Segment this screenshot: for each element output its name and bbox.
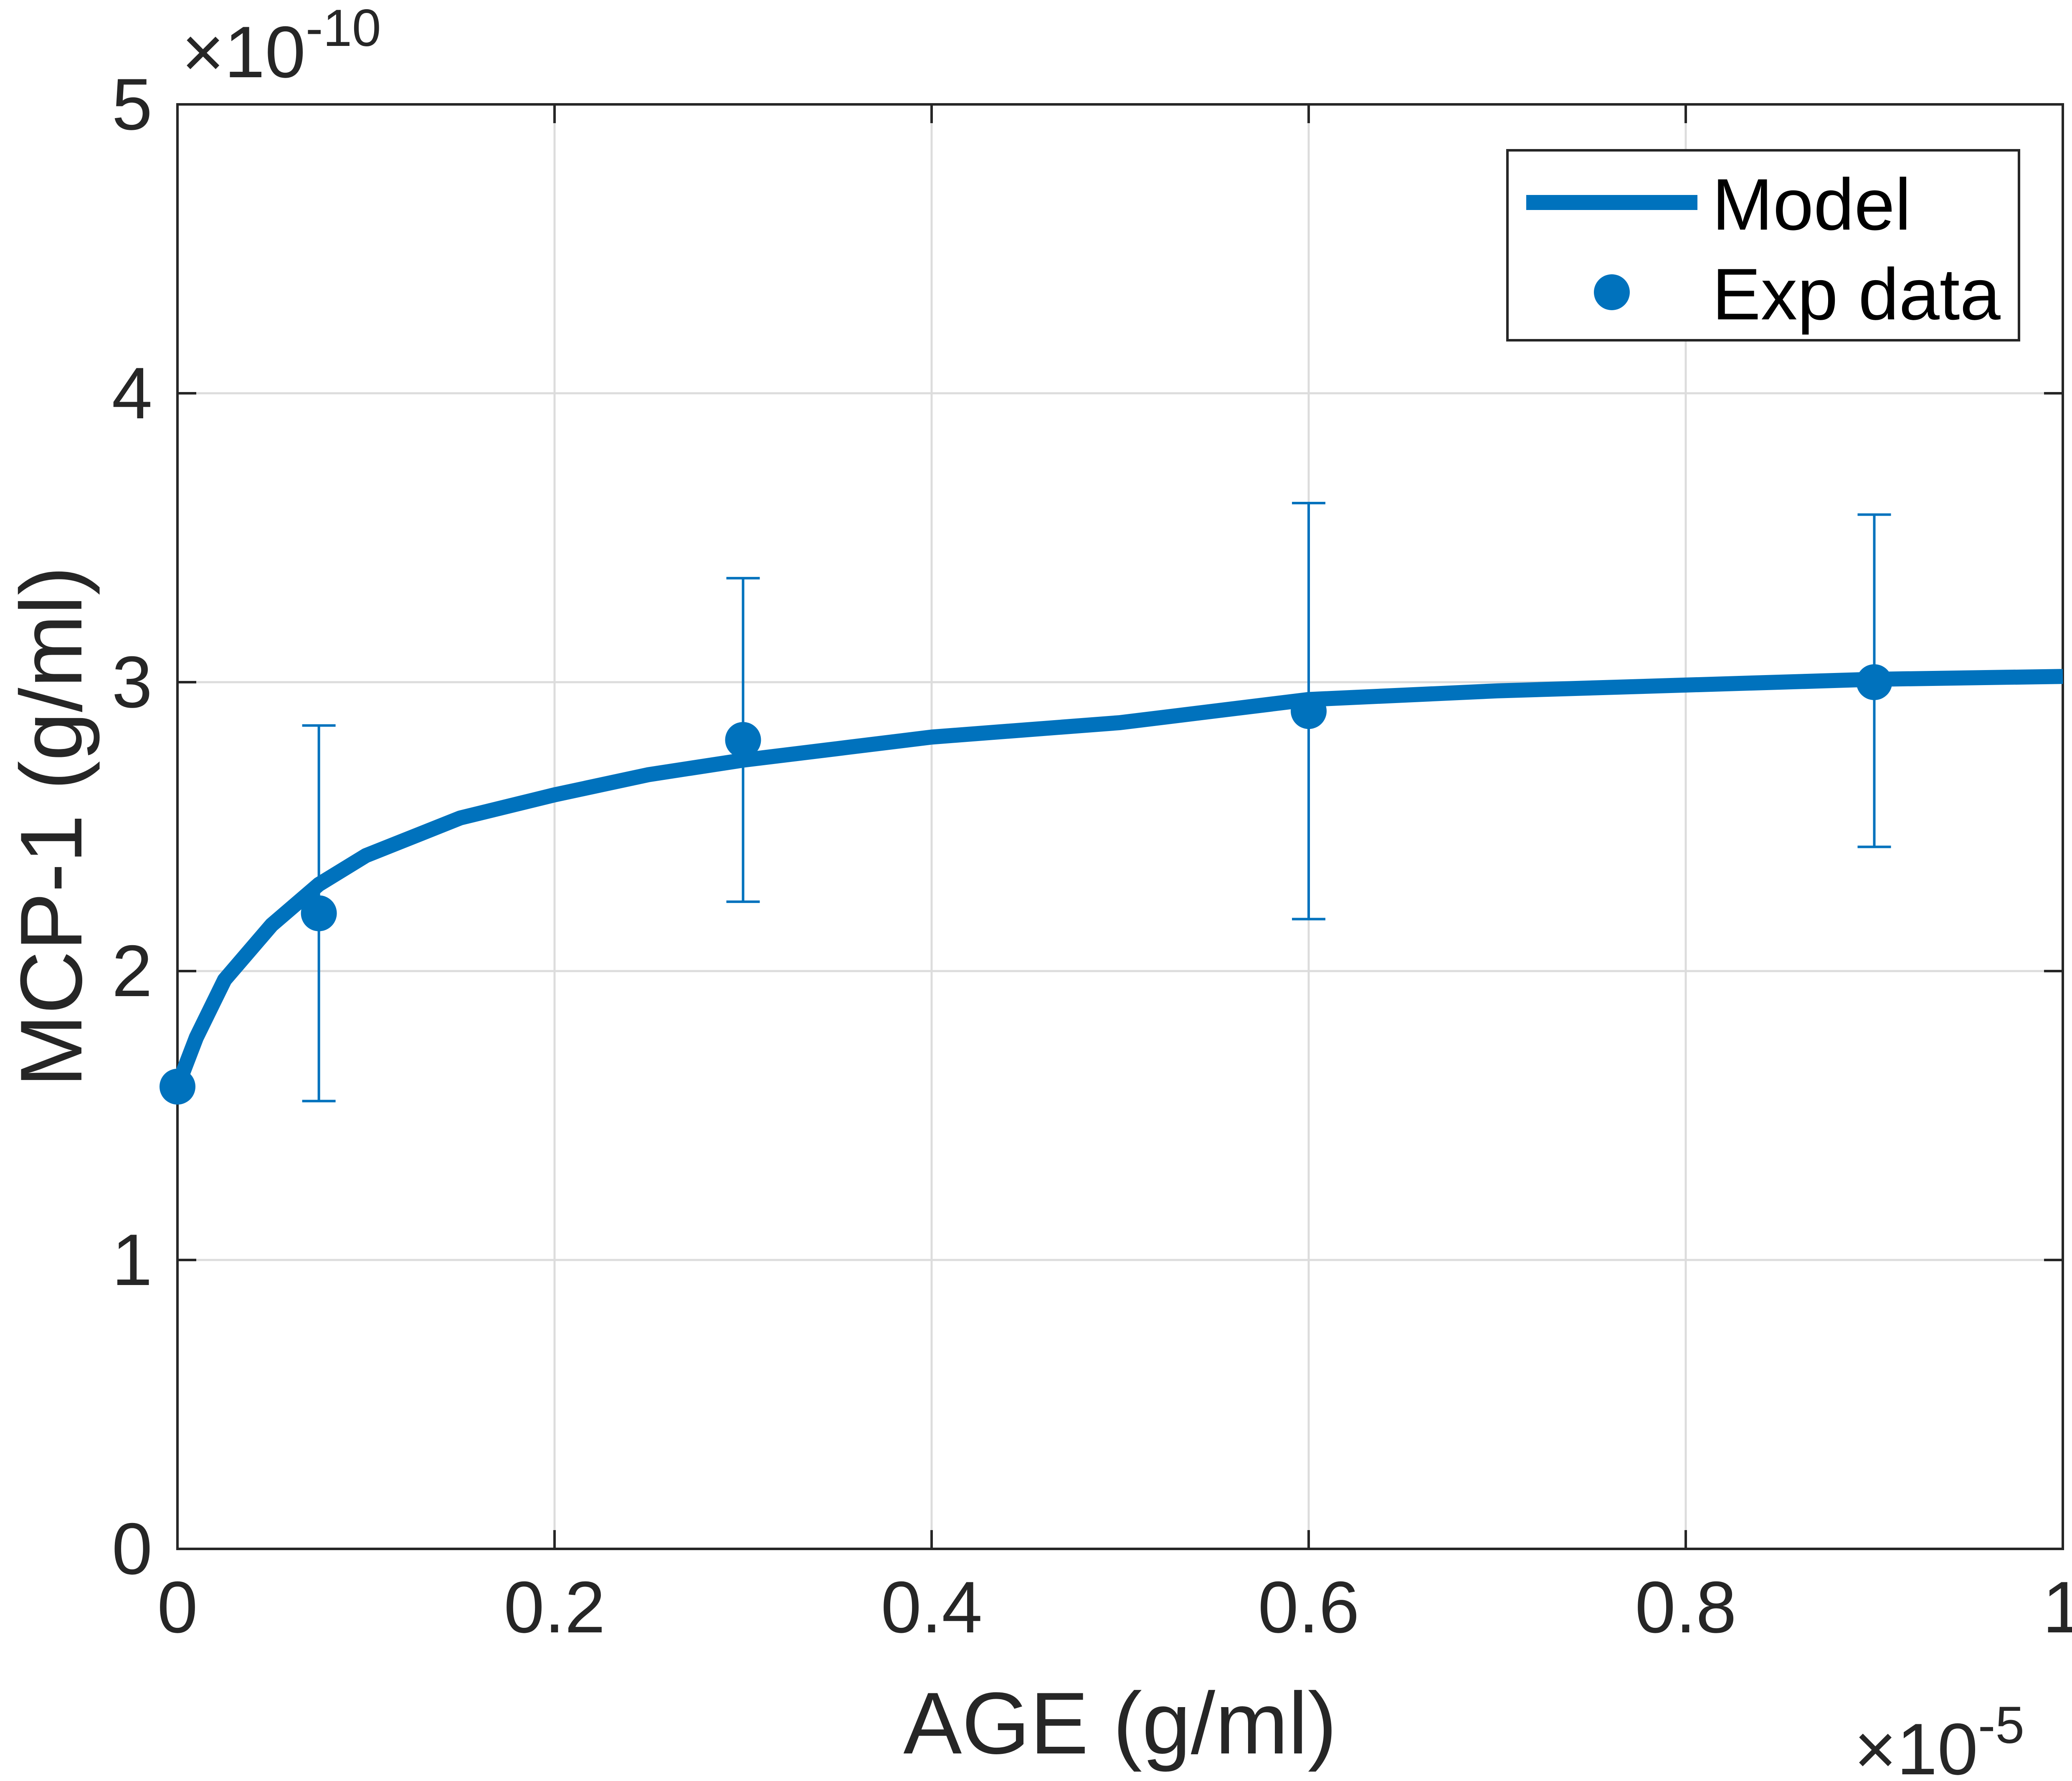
data-point — [160, 1068, 195, 1105]
x-tick-label: 1 — [2042, 1567, 2072, 1648]
model-line — [170, 669, 2063, 1090]
x-tick-label: 0 — [157, 1567, 198, 1648]
legend: Model Exp data — [1506, 149, 2020, 342]
data-point — [725, 722, 761, 758]
x-tick-label: 0.2 — [504, 1567, 605, 1648]
data-point — [301, 895, 337, 931]
x-tick-label: 0.8 — [1635, 1567, 1736, 1648]
data-point — [1856, 664, 1892, 700]
axes-box — [176, 103, 2064, 1550]
y-tick-label: 1 — [112, 1219, 152, 1301]
x-tick-label: 0.6 — [1258, 1567, 1359, 1648]
x-multiplier-exponent: -5 — [1978, 1696, 2024, 1754]
legend-swatch-exp-data — [1594, 274, 1630, 310]
y-axis-label: MCP-1 (g/ml) — [2, 566, 100, 1087]
x-axis-label: AGE (g/ml) — [903, 1674, 1337, 1772]
y-axis-multiplier: ×10-10 — [182, 0, 381, 93]
x-tick-label: 0.4 — [881, 1567, 982, 1648]
y-tick-label: 4 — [112, 353, 152, 434]
y-multiplier-exponent: -10 — [306, 0, 381, 57]
y-tick-label: 0 — [112, 1508, 152, 1590]
legend-box — [1506, 149, 2020, 342]
series-layer — [160, 501, 2063, 1105]
y-tick-label: 2 — [112, 931, 152, 1012]
legend-label: Exp data — [1712, 254, 2001, 335]
legend-label: Model — [1712, 164, 1911, 245]
y-tick-label: 5 — [112, 64, 152, 145]
grid-layer — [177, 104, 2063, 1549]
data-point — [1291, 693, 1327, 729]
y-tick-label: 3 — [112, 642, 152, 723]
x-axis-multiplier: ×10-5 — [1854, 1696, 2024, 1779]
